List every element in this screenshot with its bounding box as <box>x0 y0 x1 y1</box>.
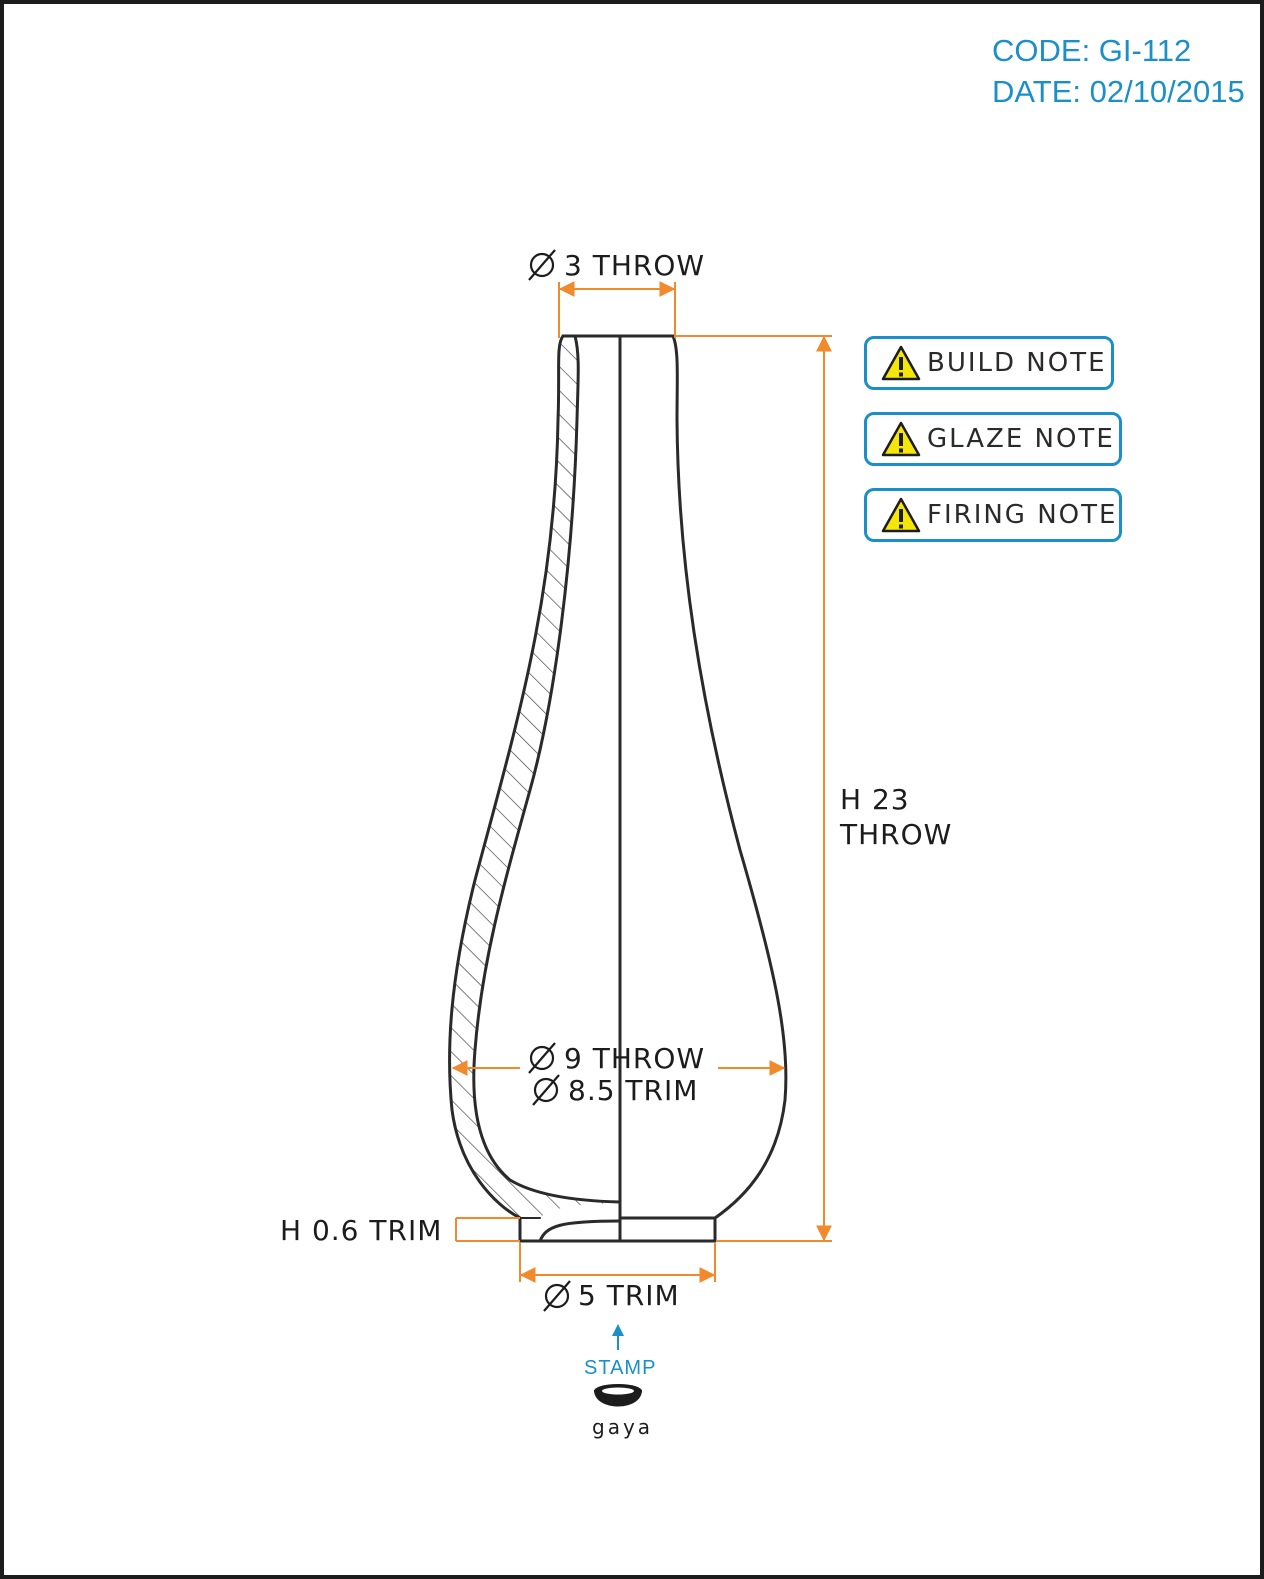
date-label: DATE: 02/10/2015 <box>992 74 1245 109</box>
firing-note-label: FIRING NOTE <box>927 500 1118 530</box>
firing-note-button[interactable]: FIRING NOTE <box>864 488 1122 542</box>
height-label-line1: H 23 <box>840 783 910 816</box>
diameter-symbol-icon <box>528 1042 556 1074</box>
brand-wordmark: gaya <box>592 1415 653 1439</box>
left-outer-profile <box>448 334 565 1243</box>
top-diameter-label: 3 THROW <box>564 249 705 282</box>
code-label: CODE: GI-112 <box>992 33 1192 68</box>
diameter-symbol-icon <box>528 249 556 281</box>
stamp-label: STAMP <box>584 1357 656 1379</box>
left-inner-profile <box>472 334 622 1204</box>
build-note-label: BUILD NOTE <box>927 348 1107 378</box>
title-block: CODE: GI-112 DATE: 02/10/2015 <box>992 30 1245 112</box>
glaze-note-label: GLAZE NOTE <box>927 424 1115 454</box>
gaya-logo <box>594 1384 642 1407</box>
warning-icon <box>881 345 921 381</box>
glaze-note-button[interactable]: GLAZE NOTE <box>864 412 1122 466</box>
body-diameter-trim-label: 8.5 TRIM <box>568 1074 698 1107</box>
foot-height-label: H 0.6 TRIM <box>280 1214 442 1247</box>
right-outer-profile <box>671 334 788 1243</box>
height-label-line2: THROW <box>839 818 952 851</box>
foot-diameter-label: 5 TRIM <box>578 1279 680 1312</box>
warning-icon <box>881 497 921 533</box>
foot-recess-curve <box>538 1219 622 1243</box>
diameter-symbol-icon <box>543 1280 571 1312</box>
build-note-button[interactable]: BUILD NOTE <box>864 336 1114 390</box>
warning-icon <box>881 421 921 457</box>
diameter-symbol-icon <box>532 1074 560 1106</box>
body-diameter-throw-label: 9 THROW <box>564 1042 705 1075</box>
wall-section-hatch <box>449 336 620 1218</box>
